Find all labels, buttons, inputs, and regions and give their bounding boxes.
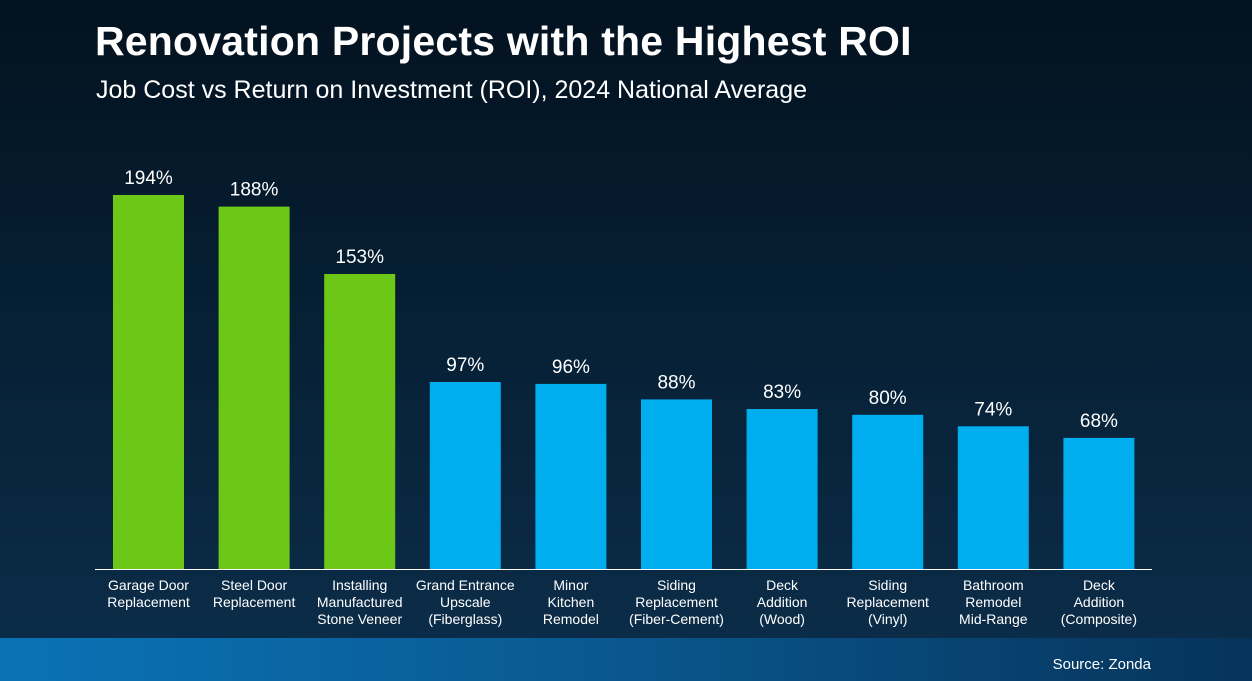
bar-1 [218,206,290,569]
bar-6 [746,409,818,569]
chart-title: Renovation Projects with the Highest ROI [95,18,912,64]
data-label-2: 153% [335,247,384,268]
source-note: Source: Zonda [1052,656,1151,673]
category-label-2: Installing Manufactured Stone Veneer [317,577,403,627]
category-label-5: Siding Replacement (Fiber-Cement) [629,577,724,627]
bar-4 [535,383,607,569]
chart-subtitle: Job Cost vs Return on Investment (ROI), … [96,76,808,104]
footer-band [0,638,1252,681]
data-label-8: 74% [974,399,1012,420]
data-label-5: 88% [657,372,695,393]
bar-8 [957,426,1029,569]
data-label-7: 80% [869,388,907,409]
bar-7 [852,414,924,569]
category-label-9: Deck Addition (Composite) [1061,577,1137,627]
data-label-0: 194% [124,168,173,189]
bar-chart: 194% Garage Door Replacement 188% Steel Door… [107,168,1137,627]
data-label-6: 83% [763,382,801,403]
bar-2 [324,274,396,569]
category-label-6: Deck Addition (Wood) [757,577,808,627]
bar-9 [1063,437,1135,569]
data-label-1: 188% [230,180,279,201]
bar-3 [429,382,501,569]
category-label-0: Garage Door Replacement [107,577,190,610]
category-label-3: Grand Entrance Upscale (Fiberglass) [416,577,515,627]
category-label-7: Siding Replacement (Vinyl) [846,577,929,627]
data-label-4: 96% [552,357,590,378]
bar-5 [641,399,712,569]
category-label-4: Minor Kitchen Remodel [543,577,599,627]
data-label-9: 68% [1080,411,1118,432]
category-label-1: Steel Door Replacement [213,577,296,610]
bar-0 [113,195,184,569]
data-label-3: 97% [446,355,484,376]
category-label-8: Bathroom Remodel Mid-Range [959,577,1028,627]
